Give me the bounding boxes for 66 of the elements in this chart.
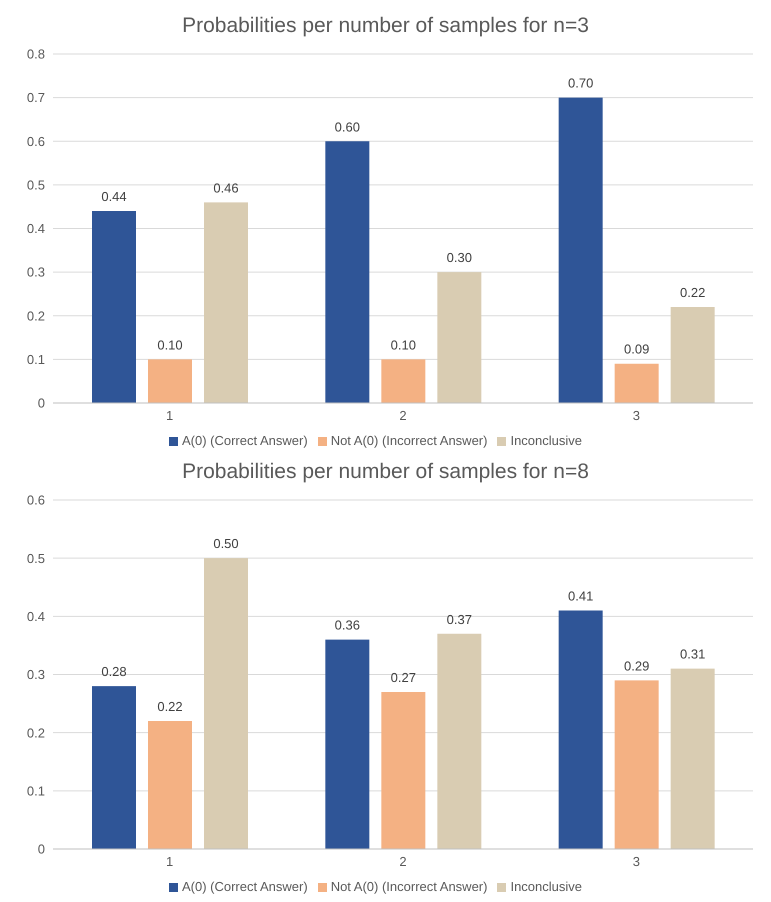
data-label: 0.70 xyxy=(568,76,594,91)
y-tick-label: 0 xyxy=(38,396,45,411)
bar xyxy=(558,98,603,403)
y-tick-label: 0.3 xyxy=(26,264,45,280)
y-tick-label: 0 xyxy=(38,842,45,857)
y-tick-label: 0.6 xyxy=(26,134,45,149)
legend-label: Not A(0) (Incorrect Answer) xyxy=(330,433,488,448)
bar xyxy=(204,558,248,849)
data-label: 0.36 xyxy=(334,618,360,633)
bar xyxy=(670,307,715,403)
x-tick-label: 3 xyxy=(632,854,640,870)
bar xyxy=(381,359,426,403)
chart-title: Probabilities per number of samples for n=8 xyxy=(181,459,590,485)
legend-label: Inconclusive xyxy=(510,433,582,448)
bar xyxy=(381,692,426,849)
data-label: 0.27 xyxy=(390,670,416,685)
legend-label: A(0) (Correct Answer) xyxy=(182,433,308,448)
y-tick-label: 0.8 xyxy=(26,46,45,62)
bar xyxy=(670,668,715,849)
data-label: 0.46 xyxy=(213,180,239,196)
y-tick-label: 0.7 xyxy=(26,90,45,106)
bar xyxy=(558,610,603,849)
bar xyxy=(437,634,482,849)
data-label: 0.10 xyxy=(157,337,183,352)
data-label: 0.10 xyxy=(390,337,416,352)
x-tick-label: 2 xyxy=(399,854,407,870)
x-tick-label: 3 xyxy=(632,408,640,424)
y-tick-label: 0.3 xyxy=(26,667,45,682)
bar xyxy=(92,211,136,403)
legend-label: Inconclusive xyxy=(510,879,582,894)
data-label: 0.60 xyxy=(334,119,360,134)
y-tick-label: 0.5 xyxy=(26,177,45,192)
data-label: 0.50 xyxy=(213,536,239,552)
bar xyxy=(325,141,370,403)
y-tick-label: 0.2 xyxy=(26,308,45,324)
data-label: 0.30 xyxy=(446,250,472,266)
legend-label: A(0) (Correct Answer) xyxy=(182,879,308,894)
data-label: 0.22 xyxy=(157,699,183,714)
y-tick-label: 0.4 xyxy=(26,608,45,624)
bar xyxy=(614,680,659,849)
bar xyxy=(148,721,192,849)
y-tick-label: 0.6 xyxy=(26,492,45,508)
y-tick-label: 0.1 xyxy=(26,783,45,798)
x-tick-label: 1 xyxy=(166,854,174,870)
y-tick-label: 0.1 xyxy=(26,352,45,367)
legend-label: Not A(0) (Incorrect Answer) xyxy=(330,879,488,894)
data-label: 0.28 xyxy=(101,664,127,680)
bar xyxy=(204,202,248,403)
bar xyxy=(92,686,136,849)
bar xyxy=(148,359,192,403)
data-label: 0.29 xyxy=(624,658,650,674)
bar xyxy=(437,272,482,403)
y-tick-label: 0.2 xyxy=(26,725,45,740)
chart-title: Probabilities per number of samples for n=3 xyxy=(181,13,590,39)
x-tick-label: 1 xyxy=(166,408,174,424)
data-label: 0.44 xyxy=(101,189,127,204)
x-tick-label: 2 xyxy=(399,408,407,424)
y-tick-label: 0.5 xyxy=(26,550,45,566)
bar xyxy=(325,640,370,849)
data-label: 0.37 xyxy=(446,612,472,627)
data-label: 0.09 xyxy=(624,342,650,357)
data-label: 0.22 xyxy=(680,285,706,300)
bar xyxy=(614,364,659,403)
y-tick-label: 0.4 xyxy=(26,221,45,236)
data-label: 0.31 xyxy=(680,646,706,662)
data-label: 0.41 xyxy=(568,588,594,604)
